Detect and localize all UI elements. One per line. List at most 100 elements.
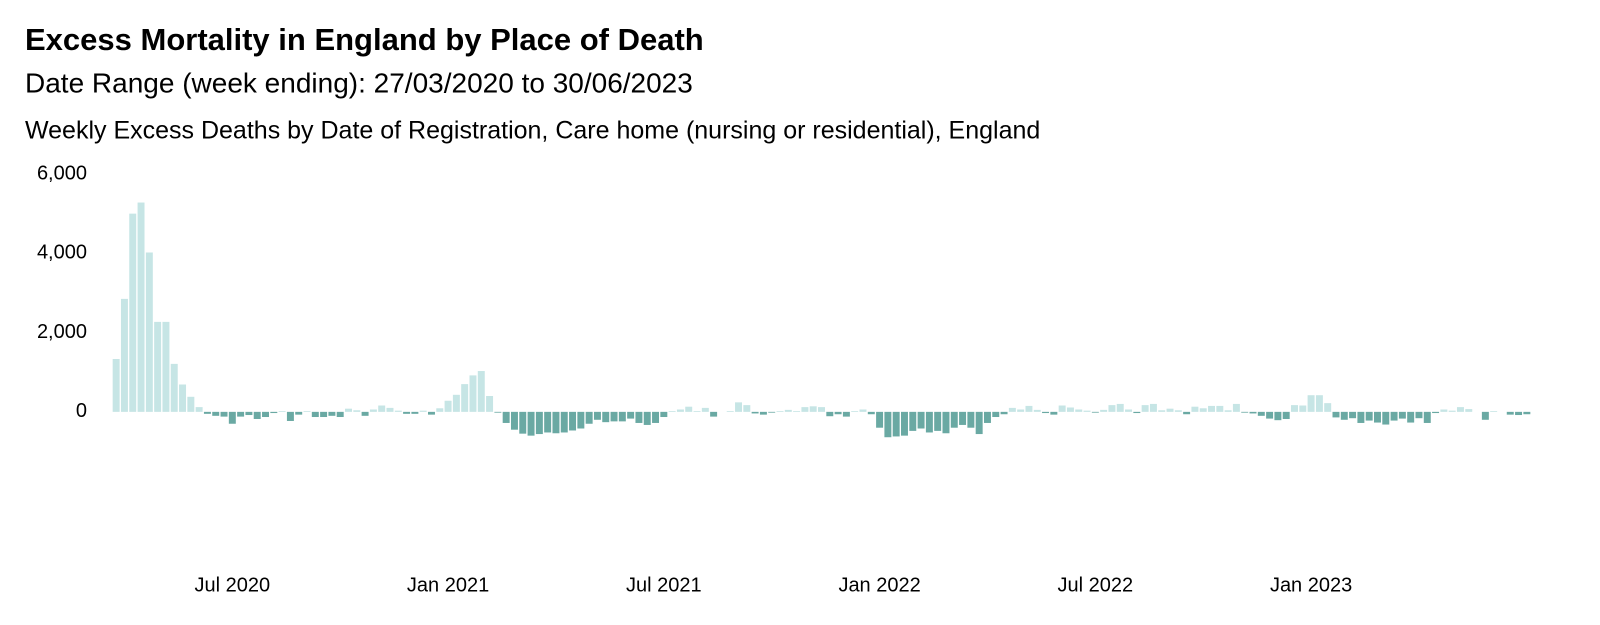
bar (303, 411, 311, 412)
bar (1108, 405, 1116, 412)
bar (187, 396, 195, 412)
bar (917, 411, 925, 429)
bar (934, 411, 942, 431)
bar (403, 411, 411, 414)
bar (1398, 411, 1406, 419)
bar (1125, 409, 1133, 412)
bar (593, 411, 601, 420)
bar (1116, 403, 1124, 412)
bar (452, 394, 460, 412)
bar (585, 411, 593, 424)
bar (751, 411, 759, 414)
bar (876, 411, 884, 428)
bar (1299, 405, 1307, 412)
bar (826, 411, 834, 417)
bar (320, 411, 328, 418)
bar (809, 406, 817, 412)
bar (1456, 407, 1464, 412)
bar (1448, 410, 1456, 412)
bar (1249, 411, 1257, 414)
bar (1423, 411, 1431, 423)
bar (154, 321, 162, 412)
bar (1058, 405, 1066, 412)
bar (768, 411, 776, 413)
bar (925, 411, 933, 433)
bar (394, 410, 402, 412)
bar (660, 411, 668, 418)
bar (884, 411, 892, 438)
bar (1232, 403, 1240, 412)
bar (535, 411, 543, 435)
bar (1307, 395, 1315, 412)
bar (959, 411, 967, 425)
bar (278, 411, 286, 412)
bar (627, 411, 635, 419)
title: Excess Mortality in England by Place of … (25, 22, 704, 57)
bar (1515, 411, 1523, 416)
bar (1465, 409, 1473, 412)
bar (1033, 409, 1041, 412)
bar (1158, 410, 1166, 412)
chart-title: Weekly Excess Deaths by Date of Registra… (25, 117, 1040, 145)
bar (477, 371, 485, 412)
bar (170, 363, 178, 412)
bar (1083, 410, 1091, 412)
bar (112, 359, 120, 412)
bar (552, 411, 560, 434)
bar (743, 405, 751, 412)
bar (776, 411, 784, 412)
bar (851, 411, 859, 412)
bar (1357, 411, 1365, 423)
bar (295, 411, 303, 415)
bar (867, 411, 875, 415)
bar (635, 411, 643, 423)
bar (643, 411, 651, 425)
bar (685, 406, 693, 412)
bar (859, 409, 867, 412)
bar (137, 202, 145, 412)
bar (1000, 411, 1008, 415)
x-tick-label: Jan 2022 (838, 574, 920, 596)
bar (212, 411, 220, 416)
x-tick-label: Jul 2022 (1058, 574, 1134, 596)
bar (1216, 405, 1224, 412)
bar (1042, 411, 1050, 414)
bar (262, 411, 270, 418)
bar (1208, 405, 1216, 412)
bar (1100, 409, 1108, 412)
bar (1506, 411, 1514, 415)
bar (369, 409, 377, 412)
bar (1390, 411, 1398, 421)
bar (1199, 408, 1207, 412)
bar (444, 400, 452, 412)
bar (328, 411, 336, 416)
x-tick-label: Jan 2021 (407, 574, 489, 596)
bar (1075, 409, 1083, 412)
bar (975, 411, 983, 435)
subtitle: Date Range (week ending): 27/03/2020 to … (25, 67, 693, 98)
bar (336, 411, 344, 418)
bar (179, 384, 187, 412)
bar (1241, 411, 1249, 413)
bar (1324, 403, 1332, 412)
bar (793, 411, 801, 412)
bar (818, 407, 825, 412)
bar (1266, 411, 1274, 419)
bar (162, 321, 170, 412)
bar (237, 411, 245, 417)
bar (519, 411, 527, 434)
bar (1349, 411, 1357, 419)
bar (220, 411, 228, 417)
bar (1149, 403, 1157, 412)
bar (486, 396, 494, 412)
bar (527, 411, 535, 436)
bar (1274, 411, 1282, 421)
bar (1050, 411, 1058, 415)
bar (1017, 409, 1025, 412)
bar (577, 411, 585, 429)
bar (1407, 411, 1415, 423)
bar (701, 407, 709, 412)
bar (361, 411, 369, 416)
bar (1291, 405, 1298, 412)
bar (1257, 411, 1265, 416)
